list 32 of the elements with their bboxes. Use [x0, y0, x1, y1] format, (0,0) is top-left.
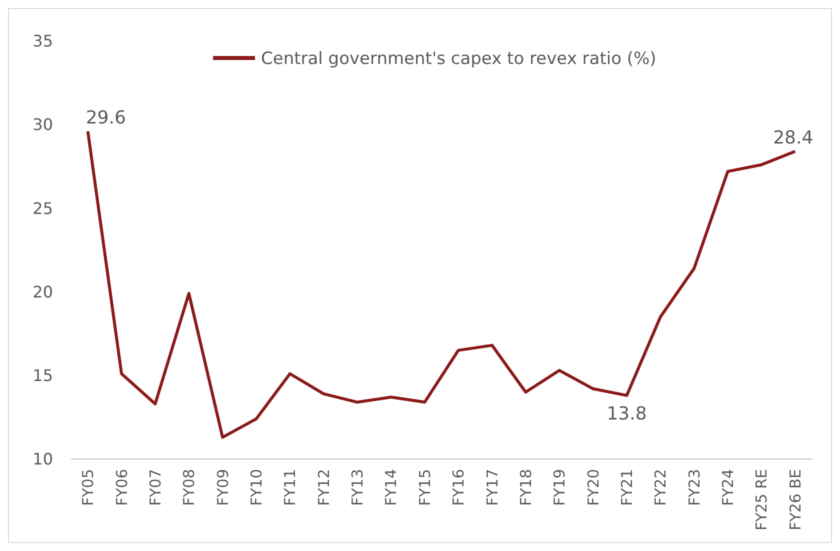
x-tick-label: FY18	[516, 469, 535, 506]
x-tick-label: FY06	[112, 469, 131, 506]
x-tick-label: FY07	[146, 469, 164, 506]
y-tick-label: 15	[32, 366, 53, 385]
x-tick-label: FY10	[248, 469, 266, 506]
x-tick-label: FY05	[79, 469, 98, 506]
x-tick-label: FY16	[450, 469, 468, 506]
x-tick-label: FY15	[416, 469, 434, 506]
x-tick-label: FY26 BE	[786, 469, 804, 530]
x-tick-label: FY23	[685, 469, 704, 506]
x-tick-label: FY14	[382, 469, 400, 506]
x-tick-label: FY17	[483, 469, 502, 506]
x-tick-label: FY12	[314, 469, 333, 506]
x-tick-label: FY22	[652, 469, 670, 506]
x-tick-label: FY13	[348, 469, 367, 506]
y-tick-label: 20	[32, 282, 53, 302]
annotation: 28.4	[773, 127, 814, 148]
legend-label: Central government's capex to revex ratio (%)	[261, 48, 656, 69]
x-tick-label: FY11	[281, 469, 300, 506]
x-tick-label: FY20	[584, 469, 602, 506]
y-tick-label: 30	[32, 115, 53, 134]
x-tick-label: FY24	[719, 469, 738, 506]
y-tick-label: 35	[32, 32, 53, 51]
y-tick-label: 10	[32, 450, 53, 469]
x-tick-label: FY09	[214, 469, 232, 506]
x-tick-label: FY25 RE	[752, 469, 771, 531]
annotation: 13.8	[606, 403, 647, 424]
annotation: 29.6	[86, 107, 126, 128]
x-tick-label: FY19	[550, 469, 569, 506]
x-tick-label: FY08	[180, 469, 198, 506]
y-tick-label: 25	[32, 198, 53, 218]
x-tick-label: FY21	[618, 469, 636, 506]
